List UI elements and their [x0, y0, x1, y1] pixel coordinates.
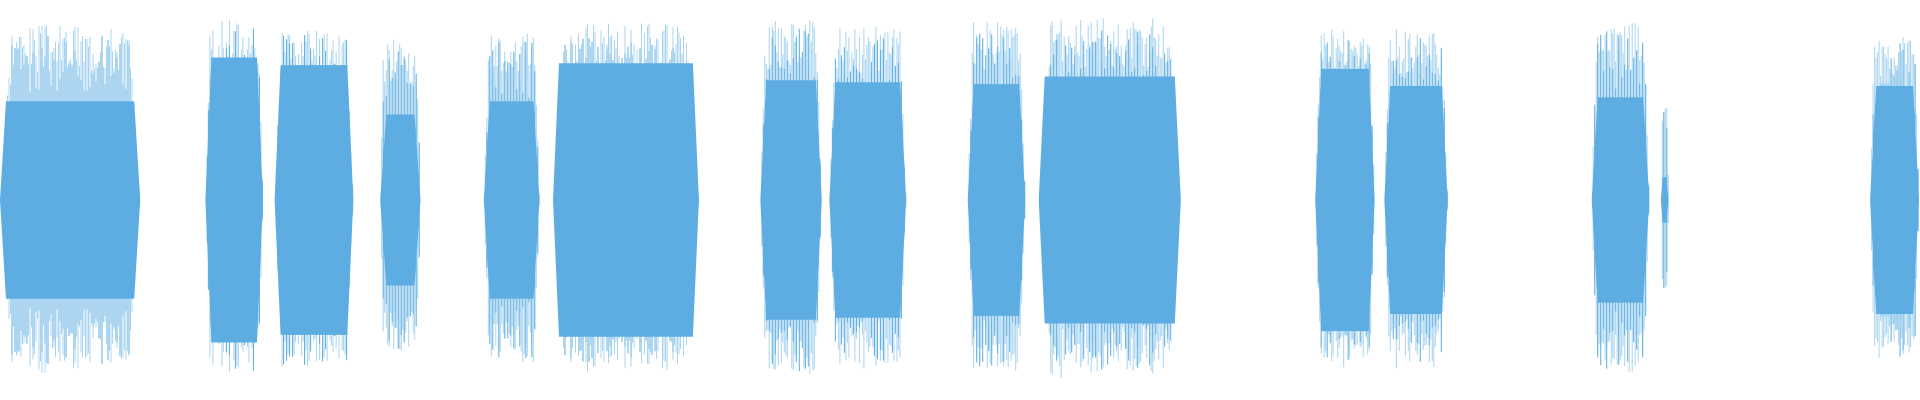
waveform-segment-7 — [760, 20, 822, 374]
waveform-rms — [483, 101, 540, 299]
waveform-segment-11 — [1315, 29, 1375, 368]
waveform-segment-2 — [205, 20, 263, 372]
waveform-rms — [1384, 86, 1448, 314]
waveform-segment-12 — [1384, 29, 1448, 369]
waveform-segment-10 — [1038, 18, 1181, 379]
waveform-rms — [1870, 86, 1919, 314]
waveform-segment-15 — [1870, 37, 1919, 358]
waveform-segment-13 — [1591, 22, 1650, 373]
waveform-segment-9 — [967, 22, 1026, 371]
waveform-rms — [1591, 97, 1650, 303]
waveform-segment-5 — [483, 34, 540, 363]
waveform-rms — [760, 80, 822, 320]
waveform-segment-6 — [553, 23, 699, 372]
waveform-rms — [1038, 76, 1181, 324]
waveform-segment-8 — [829, 27, 907, 369]
waveform-rms — [205, 57, 263, 343]
waveform-segment-1 — [0, 25, 141, 374]
waveform-segment-14 — [1660, 107, 1669, 288]
waveform-rms — [829, 82, 907, 318]
waveform-segments — [0, 18, 1919, 379]
waveform-rms — [274, 65, 354, 335]
waveform-rms — [1660, 177, 1669, 223]
waveform-segment-3 — [274, 30, 354, 367]
waveform-rms — [0, 101, 141, 299]
waveform-rms — [380, 114, 421, 286]
waveform-rms — [967, 84, 1026, 316]
waveform-rms — [1315, 68, 1375, 332]
waveform-rms — [553, 63, 699, 337]
waveform-segment-4 — [380, 39, 421, 351]
